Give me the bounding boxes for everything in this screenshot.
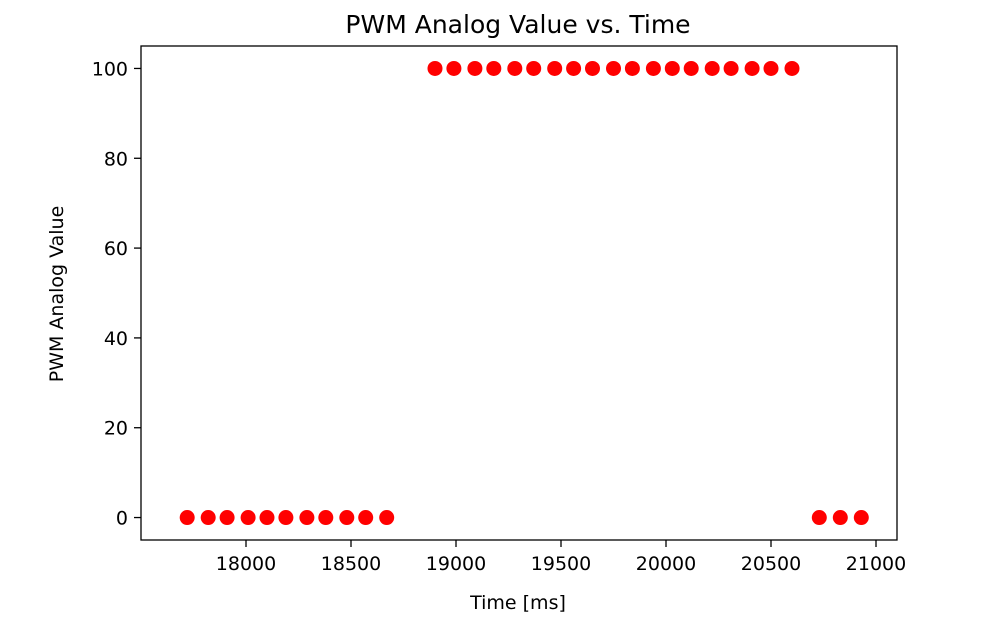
data-point xyxy=(200,510,216,526)
data-point xyxy=(784,60,800,76)
x-tick-label: 21000 xyxy=(846,553,906,575)
data-point xyxy=(566,60,582,76)
plot-frame xyxy=(140,45,898,541)
x-tick-label: 19000 xyxy=(426,553,486,575)
data-point xyxy=(446,60,462,76)
y-tick-label: 40 xyxy=(104,328,128,350)
data-point xyxy=(358,510,374,526)
x-axis-label: Time [ms] xyxy=(469,592,566,614)
data-point xyxy=(486,60,502,76)
x-tick-label: 20500 xyxy=(741,553,801,575)
data-point xyxy=(179,510,195,526)
data-point xyxy=(585,60,600,76)
data-point xyxy=(832,510,848,526)
data-point xyxy=(664,60,680,76)
data-point xyxy=(606,60,621,76)
chart-title: PWM Analog Value vs. Time xyxy=(345,10,690,39)
x-tick-label: 18500 xyxy=(321,553,381,575)
data-point xyxy=(811,510,827,526)
data-point xyxy=(299,510,315,526)
y-tick-label: 80 xyxy=(104,148,128,170)
data-point xyxy=(683,60,699,76)
data-point xyxy=(853,510,869,526)
data-point xyxy=(645,60,661,76)
data-point xyxy=(624,60,640,76)
data-point xyxy=(427,60,443,76)
data-point xyxy=(278,510,294,526)
data-point xyxy=(259,510,275,526)
y-tick-label: 0 xyxy=(116,508,128,530)
data-point xyxy=(339,510,355,526)
data-point xyxy=(723,60,739,76)
data-point xyxy=(763,60,779,76)
data-point xyxy=(526,60,542,76)
data-point xyxy=(240,510,256,526)
x-tick-label: 19500 xyxy=(531,553,591,575)
x-tick-label: 18000 xyxy=(216,553,276,575)
y-tick-label: 100 xyxy=(92,58,128,80)
y-axis-label: PWM Analog Value xyxy=(46,206,68,383)
data-point xyxy=(379,510,395,526)
data-point xyxy=(467,60,483,76)
data-point xyxy=(219,510,235,526)
y-tick-label: 20 xyxy=(104,418,128,440)
data-point xyxy=(744,60,760,76)
plot-area: 18000 18500 19000 19500 20000 20500 21000 0 20 40… xyxy=(92,45,906,575)
data-point xyxy=(547,60,563,76)
data-point xyxy=(318,510,334,526)
x-tick-label: 20000 xyxy=(636,553,696,575)
data-point xyxy=(507,60,523,76)
data-point xyxy=(704,60,720,76)
y-tick-label: 60 xyxy=(104,238,128,260)
